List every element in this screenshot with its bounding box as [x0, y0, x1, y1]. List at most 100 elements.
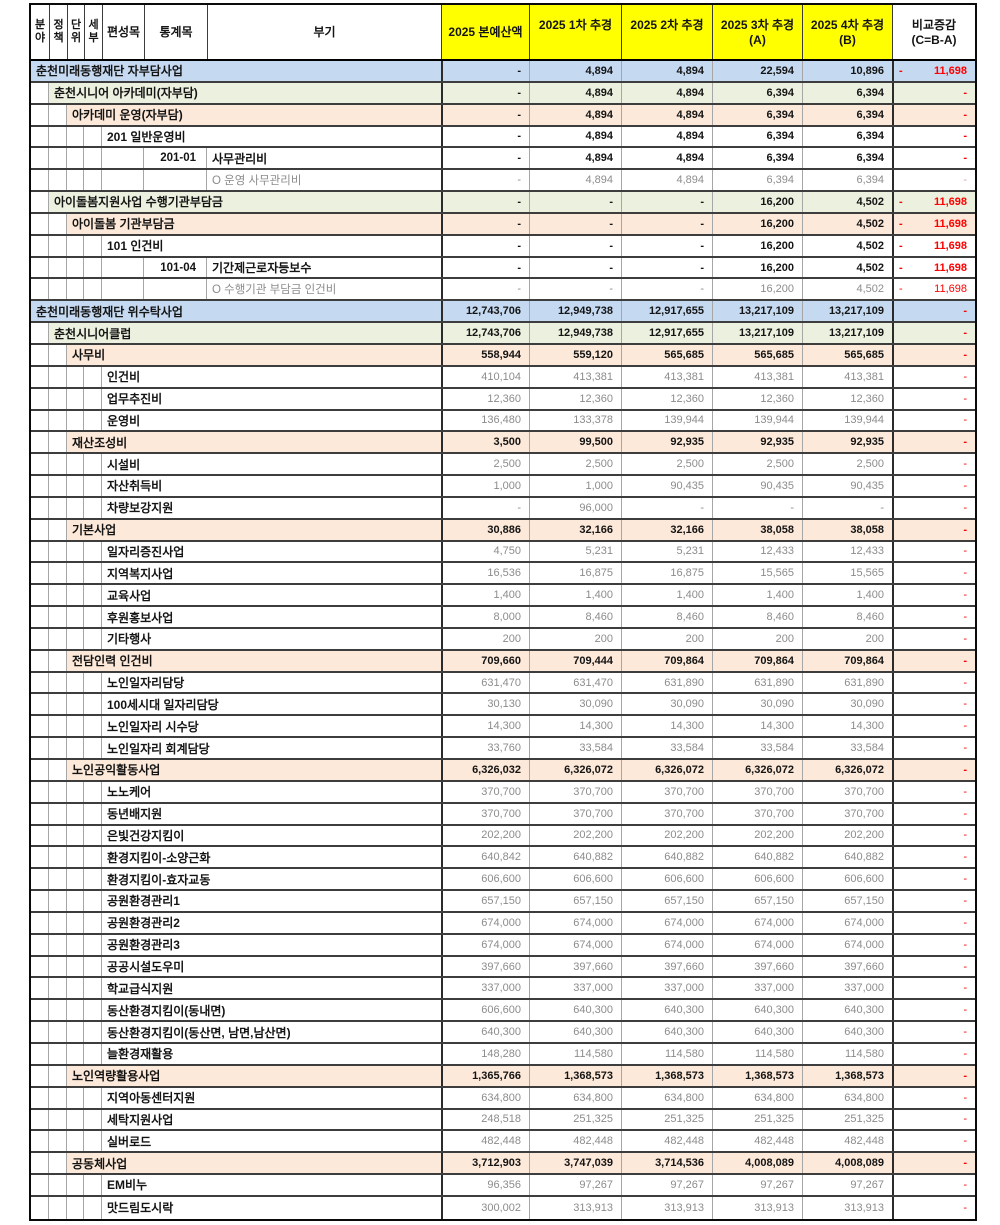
- empty-indent-cell[interactable]: [67, 257, 84, 278]
- empty-indent-cell[interactable]: [49, 803, 67, 824]
- value-cell[interactable]: -: [621, 279, 712, 300]
- row-label[interactable]: 공원환경관리2: [107, 916, 180, 931]
- value-cell[interactable]: 634,800: [529, 1087, 621, 1108]
- value-cell[interactable]: -: [529, 257, 621, 278]
- empty-indent-cell[interactable]: [31, 279, 49, 300]
- empty-indent-cell[interactable]: [84, 934, 102, 955]
- row-label[interactable]: 아이돌봄지원사업 수행기관부담금: [49, 192, 441, 212]
- empty-indent-cell[interactable]: [49, 672, 67, 693]
- empty-indent-cell[interactable]: [67, 1000, 84, 1021]
- empty-indent-cell[interactable]: [84, 956, 102, 977]
- diff-cell[interactable]: -: [892, 344, 975, 365]
- row-label[interactable]: 춘천시니어클럽: [49, 323, 441, 343]
- empty-indent-cell[interactable]: [49, 366, 67, 387]
- empty-indent-cell[interactable]: [84, 563, 102, 584]
- empty-indent-cell[interactable]: [49, 497, 67, 518]
- value-cell[interactable]: -: [529, 279, 621, 300]
- column-header-2025-revision-3[interactable]: 2025 3차 추경 (A): [712, 5, 802, 59]
- empty-indent-cell[interactable]: [31, 235, 49, 256]
- value-cell[interactable]: 709,864: [712, 650, 802, 671]
- value-cell[interactable]: 202,200: [529, 825, 621, 846]
- diff-cell[interactable]: - 11,698: [892, 192, 975, 212]
- empty-indent-cell[interactable]: [84, 279, 102, 300]
- empty-indent-cell[interactable]: [31, 432, 49, 453]
- empty-indent-cell[interactable]: [84, 366, 102, 387]
- value-cell[interactable]: 4,894: [529, 61, 621, 81]
- empty-indent-cell[interactable]: [49, 1175, 67, 1195]
- empty-indent-cell[interactable]: [84, 803, 102, 824]
- value-cell[interactable]: 640,882: [529, 847, 621, 868]
- diff-cell[interactable]: -: [892, 672, 975, 693]
- diff-cell[interactable]: -: [892, 1087, 975, 1108]
- value-cell[interactable]: 114,580: [529, 1043, 621, 1064]
- empty-indent-cell[interactable]: [67, 585, 84, 606]
- value-cell[interactable]: 200: [802, 628, 892, 649]
- diff-cell[interactable]: -: [892, 1153, 975, 1174]
- value-cell[interactable]: 12,360: [802, 388, 892, 409]
- empty-indent-cell[interactable]: [31, 257, 49, 278]
- value-cell[interactable]: 8,460: [621, 607, 712, 627]
- value-cell[interactable]: 16,200: [712, 257, 802, 278]
- value-cell[interactable]: 337,000: [529, 978, 621, 999]
- value-cell[interactable]: 251,325: [712, 1109, 802, 1130]
- value-cell[interactable]: 202,200: [621, 825, 712, 846]
- row-label[interactable]: 공원환경관리3: [107, 938, 180, 953]
- value-cell[interactable]: 397,660: [621, 956, 712, 977]
- value-cell[interactable]: 30,090: [802, 694, 892, 715]
- value-cell[interactable]: 6,394: [802, 148, 892, 169]
- value-cell[interactable]: 370,700: [621, 803, 712, 824]
- empty-indent-cell[interactable]: [67, 235, 84, 256]
- empty-indent-cell[interactable]: [49, 760, 67, 780]
- value-cell[interactable]: 300,002: [441, 1196, 529, 1219]
- value-cell[interactable]: -: [529, 213, 621, 234]
- value-cell[interactable]: 370,700: [441, 803, 529, 824]
- diff-cell[interactable]: -: [892, 1175, 975, 1195]
- empty-indent-cell[interactable]: [67, 126, 84, 147]
- empty-indent-cell[interactable]: [49, 1196, 67, 1219]
- value-cell[interactable]: 114,580: [712, 1043, 802, 1064]
- diff-cell[interactable]: -: [892, 694, 975, 715]
- diff-cell[interactable]: -: [892, 825, 975, 846]
- empty-indent-cell[interactable]: [84, 1022, 102, 1042]
- value-cell[interactable]: 12,743,706: [441, 323, 529, 343]
- empty-indent-cell[interactable]: [84, 628, 102, 649]
- value-cell[interactable]: 30,090: [529, 694, 621, 715]
- empty-indent-cell[interactable]: [49, 476, 67, 496]
- value-cell[interactable]: 12,917,655: [621, 301, 712, 322]
- empty-indent-cell[interactable]: [67, 628, 84, 649]
- column-header-2025-revision-4[interactable]: 2025 4차 추경 (B): [802, 5, 892, 59]
- value-cell[interactable]: 631,890: [621, 672, 712, 693]
- value-cell[interactable]: 397,660: [441, 956, 529, 977]
- value-cell[interactable]: 482,448: [441, 1131, 529, 1152]
- value-cell[interactable]: 97,267: [712, 1175, 802, 1195]
- value-cell[interactable]: 4,894: [621, 148, 712, 169]
- empty-indent-cell[interactable]: [31, 781, 49, 802]
- value-cell[interactable]: 370,700: [529, 781, 621, 802]
- diff-cell[interactable]: -: [892, 607, 975, 627]
- value-cell[interactable]: 202,200: [712, 825, 802, 846]
- value-cell[interactable]: 38,058: [802, 519, 892, 540]
- empty-indent-cell[interactable]: [31, 912, 49, 933]
- empty-indent-cell[interactable]: [84, 825, 102, 846]
- value-cell[interactable]: 114,580: [802, 1043, 892, 1064]
- value-cell[interactable]: 640,300: [621, 1000, 712, 1021]
- row-label[interactable]: 춘천미래동행재단 자부담사업: [31, 61, 441, 81]
- value-cell[interactable]: 4,502: [802, 192, 892, 212]
- empty-indent-cell[interactable]: [49, 825, 67, 846]
- value-cell[interactable]: -: [529, 192, 621, 212]
- empty-indent-cell[interactable]: [49, 1109, 67, 1130]
- value-cell[interactable]: 4,894: [621, 61, 712, 81]
- value-cell[interactable]: 565,685: [621, 344, 712, 365]
- diff-cell[interactable]: -: [892, 519, 975, 540]
- empty-indent-cell[interactable]: [67, 1022, 84, 1042]
- empty-indent-cell[interactable]: [49, 869, 67, 890]
- value-cell[interactable]: 2,500: [441, 454, 529, 475]
- empty-indent-cell[interactable]: [31, 1043, 49, 1064]
- value-cell[interactable]: 4,008,089: [802, 1153, 892, 1174]
- diff-cell[interactable]: -: [892, 760, 975, 780]
- empty-indent-cell[interactable]: [49, 541, 67, 562]
- row-label[interactable]: 공동체사업: [67, 1153, 441, 1174]
- row-label[interactable]: 지역아동센터지원: [107, 1091, 196, 1106]
- value-cell[interactable]: 640,882: [621, 847, 712, 868]
- value-cell[interactable]: 606,600: [802, 869, 892, 890]
